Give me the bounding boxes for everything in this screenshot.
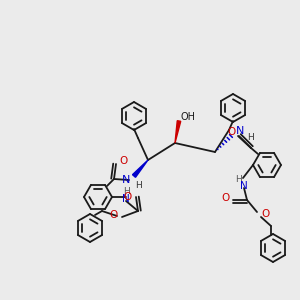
Text: O: O	[110, 210, 118, 220]
Polygon shape	[133, 160, 148, 177]
Text: H: H	[135, 181, 141, 190]
Text: OH: OH	[181, 112, 196, 122]
Text: H: H	[236, 176, 242, 184]
Text: H: H	[247, 133, 254, 142]
Text: O: O	[227, 127, 235, 137]
Text: O: O	[120, 156, 128, 166]
Text: N: N	[240, 181, 248, 191]
Text: N: N	[236, 126, 244, 136]
Text: O: O	[261, 209, 269, 219]
Text: N: N	[122, 194, 130, 204]
Text: H: H	[123, 187, 129, 196]
Text: O: O	[221, 193, 229, 203]
Text: O: O	[124, 192, 132, 202]
Text: N: N	[122, 175, 130, 185]
Polygon shape	[175, 121, 181, 143]
